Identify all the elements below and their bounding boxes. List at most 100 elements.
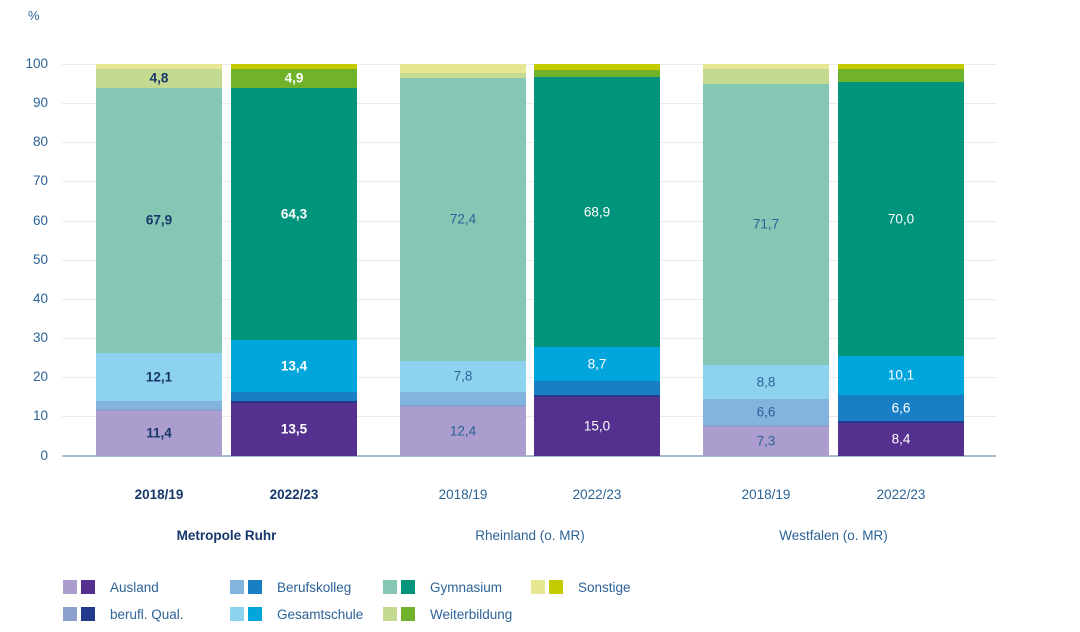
bar-segment-Sonstige <box>534 64 660 70</box>
legend-swatch-dark <box>401 607 415 621</box>
bar-segment-Berufskolleg <box>231 392 357 402</box>
legend-item-Gymnasium: Gymnasium <box>383 580 523 595</box>
bar-Rheinland (o. MR)-2022/23: 15,0 8,7 68,9 <box>534 64 660 456</box>
bar-segment-Sonstige <box>96 64 222 69</box>
legend-swatch-light <box>383 580 397 594</box>
segment-value-label: 6,6 <box>891 400 911 416</box>
gridline <box>62 298 996 300</box>
bar-segment-berufl. Qual. <box>96 409 222 411</box>
y-axis-unit-label: % <box>28 8 40 23</box>
bar-segment-Weiterbildung: 4,8 <box>96 68 222 88</box>
bar-segment-berufl. Qual. <box>231 401 357 403</box>
bar-Westfalen (o. MR)-2022/23: 8,4 6,6 10,1 70,0 <box>838 64 964 456</box>
legend-swatch-dark <box>401 580 415 594</box>
segment-value-label: 6,6 <box>756 404 776 420</box>
legend-label: Gymnasium <box>430 580 503 595</box>
gridline <box>62 142 996 144</box>
y-axis-tick-label: 60 <box>32 212 48 228</box>
bar-segment-Gymnasium: 68,9 <box>534 77 660 348</box>
segment-value-label: 8,4 <box>891 431 911 447</box>
legend-label: berufl. Qual. <box>110 607 184 622</box>
legend-swatch-light <box>531 580 545 594</box>
segment-value-label: 71,7 <box>752 216 780 232</box>
bar-segment-Ausland: 8,4 <box>838 422 964 456</box>
x-axis-line <box>62 454 996 457</box>
bar-segment-berufl. Qual. <box>703 424 829 427</box>
bar-segment-Gymnasium: 67,9 <box>96 87 222 354</box>
year-label: 2022/23 <box>876 487 926 502</box>
bar-segment-Gymnasium: 72,4 <box>400 77 526 362</box>
year-label: 2018/19 <box>438 487 488 502</box>
gridline <box>62 338 996 340</box>
bar-segment-berufl. Qual. <box>400 405 526 407</box>
gridline <box>62 259 996 261</box>
year-label: 2018/19 <box>134 487 184 502</box>
legend-label: Ausland <box>110 580 159 595</box>
segment-value-label: 4,8 <box>149 70 169 86</box>
segment-value-label: 12,1 <box>145 369 173 385</box>
bar-Westfalen (o. MR)-2018/19: 7,3 6,6 8,8 71,7 <box>703 64 829 456</box>
bar-segment-Ausland: 11,4 <box>96 410 222 456</box>
bar-segment-Gesamtschule: 13,4 <box>231 339 357 393</box>
legend-swatch-light <box>63 607 77 621</box>
bar-segment-Sonstige <box>400 64 526 74</box>
y-axis-tick-label: 90 <box>32 95 48 111</box>
bar-segment-Weiterbildung <box>534 69 660 78</box>
segment-value-label: 64,3 <box>280 206 308 222</box>
legend-swatch-dark <box>248 580 262 594</box>
gridline <box>62 181 996 183</box>
legend-item-Berufskolleg: Berufskolleg <box>230 580 370 595</box>
legend-swatch-dark <box>549 580 563 594</box>
bar-segment-Berufskolleg <box>96 400 222 410</box>
y-axis-tick-label: 80 <box>32 134 48 150</box>
segment-value-label: 13,4 <box>280 358 308 374</box>
legend-label: Sonstige <box>578 580 631 595</box>
bar-segment-Gymnasium: 64,3 <box>231 87 357 340</box>
bar-segment-Weiterbildung: 4,9 <box>231 68 357 88</box>
year-label: 2022/23 <box>572 487 622 502</box>
y-axis-tick-label: 30 <box>32 330 48 346</box>
bar-segment-Weiterbildung <box>838 69 964 82</box>
group-label: Rheinland (o. MR) <box>475 528 585 543</box>
segment-value-label: 4,9 <box>284 70 304 86</box>
legend-label: Weiterbildung <box>430 607 513 622</box>
bar-segment-berufl. Qual. <box>534 395 660 397</box>
segment-value-label: 8,7 <box>587 356 607 372</box>
bar-Metropole Ruhr-2018/19: 11,4 12,1 67,9 4,8 <box>96 64 222 456</box>
y-axis-tick-label: 70 <box>32 173 48 189</box>
segment-value-label: 67,9 <box>145 212 173 228</box>
bar-segment-Sonstige <box>703 64 829 70</box>
bar-segment-Ausland: 7,3 <box>703 426 829 456</box>
legend-label: Berufskolleg <box>277 580 352 595</box>
segment-value-label: 11,4 <box>146 425 172 441</box>
y-axis-tick-label: 100 <box>25 56 48 71</box>
bar-segment-Gesamtschule: 7,8 <box>400 361 526 392</box>
segment-value-label: 70,0 <box>887 211 915 227</box>
y-axis-tick-label: 10 <box>32 408 48 424</box>
bar-segment-berufl. Qual. <box>838 421 964 423</box>
segment-value-label: 12,4 <box>449 423 477 439</box>
group-label: Metropole Ruhr <box>176 528 277 543</box>
gridline <box>62 220 996 222</box>
segment-value-label: 10,1 <box>887 367 915 383</box>
bar-segment-Berufskolleg: 6,6 <box>703 399 829 425</box>
segment-value-label: 72,4 <box>449 211 477 227</box>
legend-item-berufl. Qual.: berufl. Qual. <box>63 607 203 622</box>
segment-value-label: 7,8 <box>453 368 473 384</box>
legend-item-Gesamtschule: Gesamtschule <box>230 607 370 622</box>
bar-segment-Gymnasium: 71,7 <box>703 83 829 365</box>
gridline <box>62 416 996 418</box>
segment-value-label: 68,9 <box>583 204 611 220</box>
legend-swatch-light <box>230 580 244 594</box>
bar-segment-Gesamtschule: 12,1 <box>96 353 222 401</box>
year-label: 2022/23 <box>269 487 319 502</box>
bar-segment-Weiterbildung <box>703 69 829 84</box>
gridline <box>62 103 996 105</box>
bar-segment-Gymnasium: 70,0 <box>838 81 964 356</box>
segment-value-label: 13,5 <box>280 421 308 437</box>
gridline <box>62 377 996 379</box>
bar-segment-Gesamtschule: 10,1 <box>838 355 964 396</box>
bar-segment-Gesamtschule: 8,8 <box>703 364 829 400</box>
segment-value-label: 7,3 <box>756 433 776 449</box>
